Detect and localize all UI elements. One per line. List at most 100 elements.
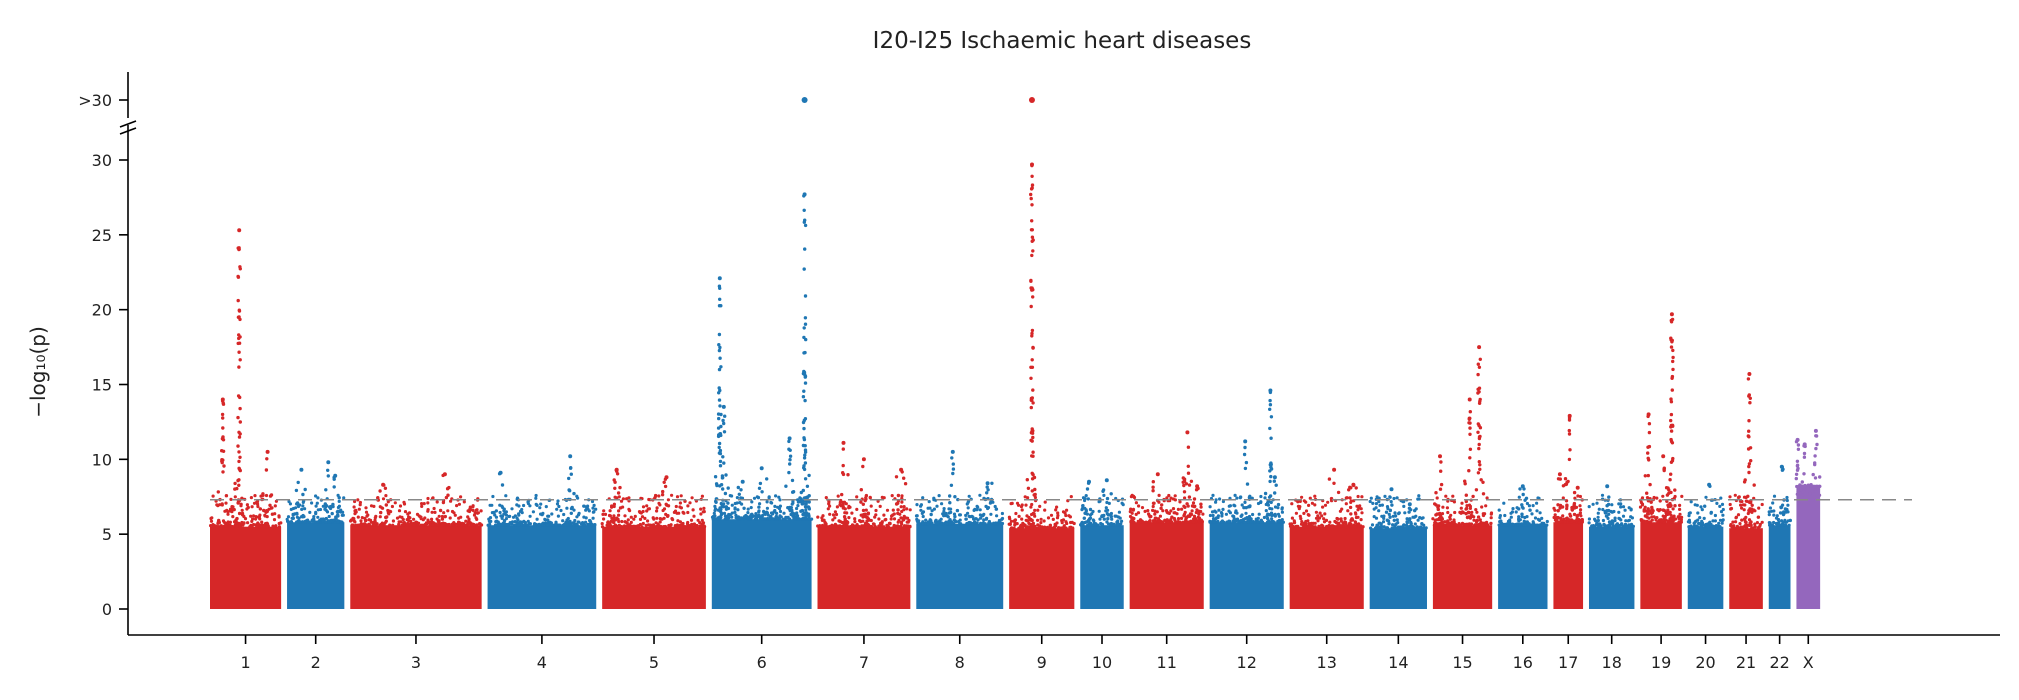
snp-point <box>1227 504 1231 508</box>
snp-point <box>1794 476 1799 481</box>
snp-point <box>225 521 230 526</box>
snp-point <box>1578 504 1582 508</box>
snp-point <box>537 523 541 527</box>
snp-point <box>1102 517 1107 521</box>
snp-point <box>823 521 827 525</box>
snp-point <box>1083 511 1087 515</box>
snp-point <box>1739 525 1743 529</box>
chromosome-9-points <box>1007 162 1076 609</box>
snp-point <box>853 520 857 524</box>
snp-point <box>1781 520 1786 524</box>
snp-point <box>1545 523 1549 527</box>
snp-point <box>1738 522 1742 526</box>
snp-point <box>1144 520 1148 524</box>
snp-point <box>431 523 435 527</box>
snp-point <box>739 496 743 500</box>
snp-point <box>256 502 260 506</box>
snp-point <box>713 507 718 511</box>
snp-point <box>640 515 645 519</box>
snp-point <box>522 503 526 508</box>
chromosome-16-points <box>1497 484 1549 609</box>
snp-point <box>724 505 729 509</box>
snp-point <box>1445 520 1449 524</box>
snp-point <box>1026 486 1031 490</box>
snp-point <box>1353 525 1357 529</box>
peak-point <box>1605 484 1610 489</box>
snp-point <box>532 523 537 527</box>
snp-point <box>1719 496 1723 500</box>
snp-point <box>613 523 618 527</box>
snp-point <box>644 523 648 528</box>
snp-point <box>966 522 970 526</box>
snp-point <box>1030 489 1035 493</box>
snp-point <box>1083 497 1087 501</box>
snp-point <box>420 502 424 506</box>
snp-point <box>1673 504 1677 508</box>
snp-point <box>1747 462 1752 466</box>
snp-point <box>842 515 847 519</box>
snp-point <box>757 505 761 509</box>
snp-point <box>787 470 791 475</box>
snp-point <box>1224 512 1228 516</box>
snp-point <box>1256 516 1260 520</box>
snp-point <box>678 523 682 528</box>
snp-point <box>288 502 292 506</box>
snp-point <box>1055 505 1059 509</box>
peak-point <box>664 475 669 480</box>
snp-point <box>1263 491 1268 496</box>
snp-point <box>1039 526 1043 530</box>
snp-point <box>1280 520 1285 524</box>
snp-point <box>1031 454 1035 458</box>
snp-point <box>586 507 590 511</box>
snp-point <box>315 501 319 505</box>
snp-point <box>1678 503 1682 507</box>
snp-point <box>1297 507 1301 511</box>
snp-point <box>1143 509 1147 513</box>
snp-point <box>334 516 338 521</box>
snp-point <box>1304 519 1308 524</box>
snp-point <box>1024 503 1028 507</box>
snp-point <box>1672 518 1676 522</box>
snp-point <box>1189 479 1194 483</box>
snp-point <box>1666 519 1670 523</box>
snp-point <box>1452 518 1456 522</box>
snp-point <box>1720 521 1724 525</box>
snp-point <box>353 511 357 516</box>
chromosome-18-points <box>1587 484 1635 609</box>
snp-point <box>518 509 523 513</box>
snp-point <box>1721 507 1725 512</box>
snp-point <box>1446 523 1450 527</box>
snp-point <box>976 505 980 509</box>
snp-point <box>1665 499 1669 503</box>
snp-point <box>1188 514 1192 518</box>
snp-point <box>892 525 896 529</box>
snp-point <box>1357 524 1361 528</box>
snp-point <box>770 501 774 505</box>
snp-point <box>1464 499 1469 504</box>
snp-point <box>1464 493 1469 497</box>
chromosome-18-baseline-band <box>1588 526 1635 609</box>
snp-point <box>1638 505 1643 509</box>
snp-point <box>1199 509 1203 514</box>
snp-point <box>1749 459 1753 463</box>
snp-point <box>1795 459 1800 463</box>
snp-point <box>612 518 616 522</box>
snp-point <box>1669 345 1674 349</box>
snp-point <box>479 509 483 513</box>
peak-point <box>568 454 573 459</box>
snp-point <box>1171 507 1176 511</box>
snp-point <box>233 487 237 491</box>
snp-point <box>221 438 226 442</box>
snp-point <box>1474 488 1479 492</box>
snp-point <box>586 504 590 508</box>
snp-point <box>1149 514 1153 519</box>
snp-point <box>993 522 997 526</box>
snp-point <box>803 247 807 251</box>
snp-point <box>1481 480 1485 484</box>
snp-point <box>384 515 388 520</box>
snp-point <box>1388 495 1392 499</box>
snp-point <box>252 523 256 527</box>
snp-point <box>1468 410 1473 414</box>
snp-point <box>1382 516 1386 521</box>
